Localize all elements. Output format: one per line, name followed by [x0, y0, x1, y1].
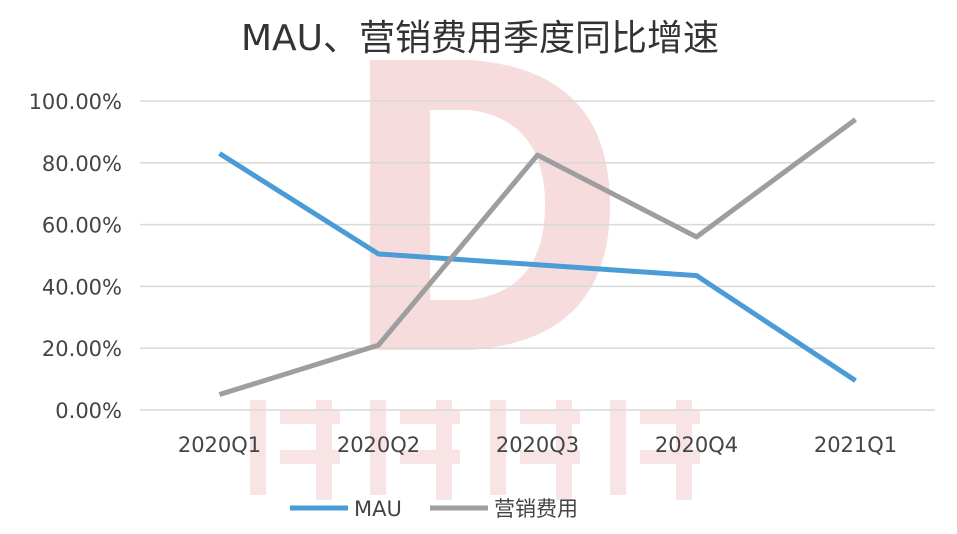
x-axis: 2020Q1 2020Q2 2020Q3 2020Q4 2021Q1 — [178, 433, 897, 457]
legend-label: 营销费用 — [494, 497, 578, 521]
watermark-stroke — [490, 400, 506, 495]
watermark-stroke — [676, 400, 692, 500]
x-tick-label: 2020Q2 — [337, 433, 420, 457]
watermark — [250, 60, 700, 500]
x-tick-label: 2021Q1 — [814, 433, 897, 457]
series-lines — [218, 117, 857, 397]
x-tick-label: 2020Q4 — [655, 433, 738, 457]
y-tick-label: 0.00% — [55, 399, 122, 423]
y-tick-label: 40.00% — [42, 275, 122, 299]
watermark-stroke — [556, 400, 572, 500]
watermark-stroke — [250, 400, 266, 495]
y-tick-label: 20.00% — [42, 337, 122, 361]
watermark-stroke — [316, 400, 332, 500]
watermark-logo — [370, 60, 610, 350]
watermark-glyphs — [250, 400, 700, 500]
legend-label: MAU — [354, 497, 402, 521]
watermark-stroke — [610, 400, 626, 495]
watermark-stroke — [370, 400, 386, 495]
x-tick-label: 2020Q1 — [178, 433, 261, 457]
y-tick-label: 100.00% — [29, 90, 122, 114]
x-tick-label: 2020Q3 — [496, 433, 579, 457]
legend: MAU 营销费用 — [290, 497, 578, 521]
gridlines — [140, 100, 935, 411]
y-tick-label: 60.00% — [42, 214, 122, 238]
y-tick-label: 80.00% — [42, 152, 122, 176]
chart-title: MAU、营销费用季度同比增速 — [241, 18, 719, 59]
y-axis: 0.00% 20.00% 40.00% 60.00% 80.00% 100.00% — [29, 90, 122, 423]
watermark-stroke — [436, 400, 452, 500]
